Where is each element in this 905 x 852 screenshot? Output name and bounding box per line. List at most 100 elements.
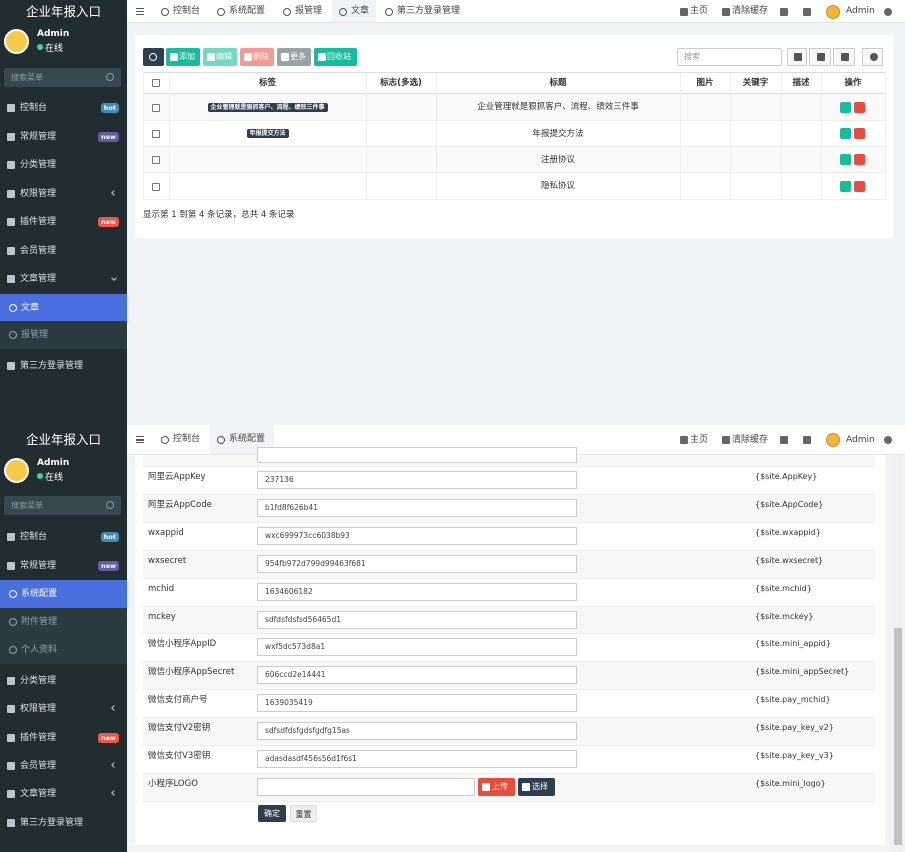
delete-button[interactable] <box>854 101 865 113</box>
clear-cache[interactable]: 清除缓存 <box>732 435 769 445</box>
input[interactable]: sdfsdfdsfgdsfgdfg15as <box>257 722 577 741</box>
menu-item[interactable]: 权限管理 <box>0 695 127 723</box>
toolbar-button[interactable]: 更多 <box>277 48 311 66</box>
table-tool-button[interactable] <box>809 48 831 66</box>
input[interactable]: adasdasdf456s56d1f6s1 <box>257 750 577 768</box>
menu-item[interactable]: 文章管理 <box>0 265 127 293</box>
scrollbar-thumb[interactable] <box>894 628 902 845</box>
table-tool-button[interactable] <box>787 48 807 66</box>
field-label: wxappid <box>148 527 184 538</box>
tab[interactable]: 系统配置 <box>210 0 274 22</box>
column-header: 图片 <box>696 78 714 88</box>
input[interactable]: wxf5dc573d8a1 <box>257 638 577 657</box>
menu-label: 系统配置 <box>21 589 58 599</box>
tab[interactable]: 文章 <box>332 0 376 22</box>
template-variable: {$site.AppCode} <box>755 499 824 509</box>
table-column-border <box>730 72 731 200</box>
input[interactable]: sdfdsfdsfsd56465d1 <box>257 610 577 629</box>
tab[interactable]: 第三方登录管理 <box>378 0 472 22</box>
table-tool-button[interactable] <box>833 48 855 66</box>
input[interactable]: b1fd8f626b41 <box>257 498 577 517</box>
toolbar-button[interactable]: 回收站 <box>314 48 357 66</box>
toolbar-button[interactable]: 编辑 <box>203 48 237 66</box>
input[interactable]: wxc699973cc6038b93 <box>257 526 577 545</box>
user-menu[interactable]: Admin <box>846 6 875 16</box>
panel: 阿里云AppKey 237136 {$site.AppKey} 阿里云AppCode b… <box>135 447 885 845</box>
edit-button[interactable] <box>840 154 851 165</box>
menu-toggle[interactable] <box>136 7 144 15</box>
checkbox[interactable] <box>152 182 160 191</box>
menu-item[interactable]: 文章 <box>0 294 127 322</box>
input[interactable]: 954fb972d799d99463f681 <box>257 554 577 573</box>
status-dot <box>37 44 43 50</box>
home-link[interactable]: 主页 <box>690 6 709 16</box>
menu-item[interactable]: 第三方登录管理 <box>0 809 127 837</box>
delete-button[interactable] <box>854 128 865 139</box>
icon <box>106 73 114 81</box>
menu-item[interactable]: 权限管理 <box>0 180 127 208</box>
input[interactable]: 237136 <box>257 471 577 489</box>
menu-item[interactable]: 会员管理 <box>0 237 127 265</box>
delete-button[interactable] <box>854 154 865 165</box>
menu-search[interactable]: 搜索菜单 <box>4 496 121 515</box>
edit-button[interactable] <box>840 180 851 192</box>
edit-button[interactable] <box>840 128 851 139</box>
toolbar-button[interactable]: 添加 <box>166 48 200 66</box>
checkbox[interactable] <box>152 103 160 112</box>
menu-item[interactable]: 控制台 hot <box>0 523 127 551</box>
icon <box>7 790 15 798</box>
user-status: 在线 <box>45 44 64 54</box>
user-avatar <box>4 458 29 483</box>
menu-item[interactable]: 插件管理 new <box>0 208 127 236</box>
menu-item[interactable]: 报管理 <box>0 321 127 349</box>
menu-toggle[interactable] <box>136 436 144 443</box>
menu-item[interactable]: 插件管理 new <box>0 724 127 752</box>
menu-label: 权限管理 <box>20 189 57 199</box>
avatar <box>826 4 840 19</box>
toolbar-button[interactable]: 删除 <box>240 48 274 66</box>
user-menu[interactable]: Admin <box>846 435 875 445</box>
tab-label: 系统配置 <box>229 434 266 444</box>
menu-item[interactable]: 会员管理 <box>0 752 127 780</box>
upload-button[interactable]: 上传 <box>478 777 515 796</box>
menu-badge: new <box>97 217 119 227</box>
checkbox[interactable] <box>152 156 160 164</box>
input[interactable]: 606ccd2e14441 <box>257 666 577 685</box>
choose-button[interactable]: 选择 <box>518 777 555 796</box>
menu-item[interactable]: 文章管理 <box>0 780 127 808</box>
table-tool-button[interactable] <box>862 48 883 66</box>
submit-button[interactable]: 确定 <box>258 805 286 822</box>
menu-item[interactable]: 控制台 hot <box>0 94 127 122</box>
tab-label: 系统配置 <box>229 6 266 16</box>
menu-item[interactable]: 个人资料 <box>0 636 127 664</box>
table-search[interactable]: 搜索 <box>677 48 782 66</box>
tab[interactable]: 控制台 <box>154 0 208 22</box>
edit-button[interactable] <box>840 101 851 113</box>
menu-label: 分类管理 <box>20 676 57 686</box>
brand: 企业年报入口 <box>25 432 101 447</box>
menu-item[interactable]: 附件管理 <box>0 608 127 636</box>
input[interactable] <box>257 777 475 796</box>
icon <box>680 7 688 16</box>
menu-item[interactable]: 常规管理 new <box>0 552 127 580</box>
checkbox[interactable] <box>152 79 160 87</box>
home-link[interactable]: 主页 <box>690 435 709 445</box>
menu-search[interactable]: 搜索菜单 <box>4 68 121 87</box>
tab[interactable]: 控制台 <box>154 425 208 454</box>
input[interactable]: 1634606182 <box>257 582 577 601</box>
menu-item[interactable]: 常规管理 new <box>0 123 127 151</box>
menu-item[interactable]: 分类管理 <box>0 151 127 179</box>
input[interactable]: 1639035419 <box>257 694 577 713</box>
menu-label: 个人资料 <box>21 645 58 655</box>
menu-item[interactable]: 分类管理 <box>0 667 127 695</box>
icon <box>161 436 169 444</box>
checkbox[interactable] <box>152 130 160 138</box>
clear-cache[interactable]: 清除缓存 <box>732 6 769 16</box>
tab[interactable]: 报管理 <box>276 0 330 22</box>
field-label: 微信小程序AppID <box>148 639 217 650</box>
reset-button[interactable]: 重置 <box>290 805 317 822</box>
delete-button[interactable] <box>854 180 865 192</box>
menu-arrow <box>111 790 117 796</box>
menu-item[interactable]: 第三方登录管理 <box>0 352 127 380</box>
menu-item[interactable]: 系统配置 <box>0 580 127 608</box>
